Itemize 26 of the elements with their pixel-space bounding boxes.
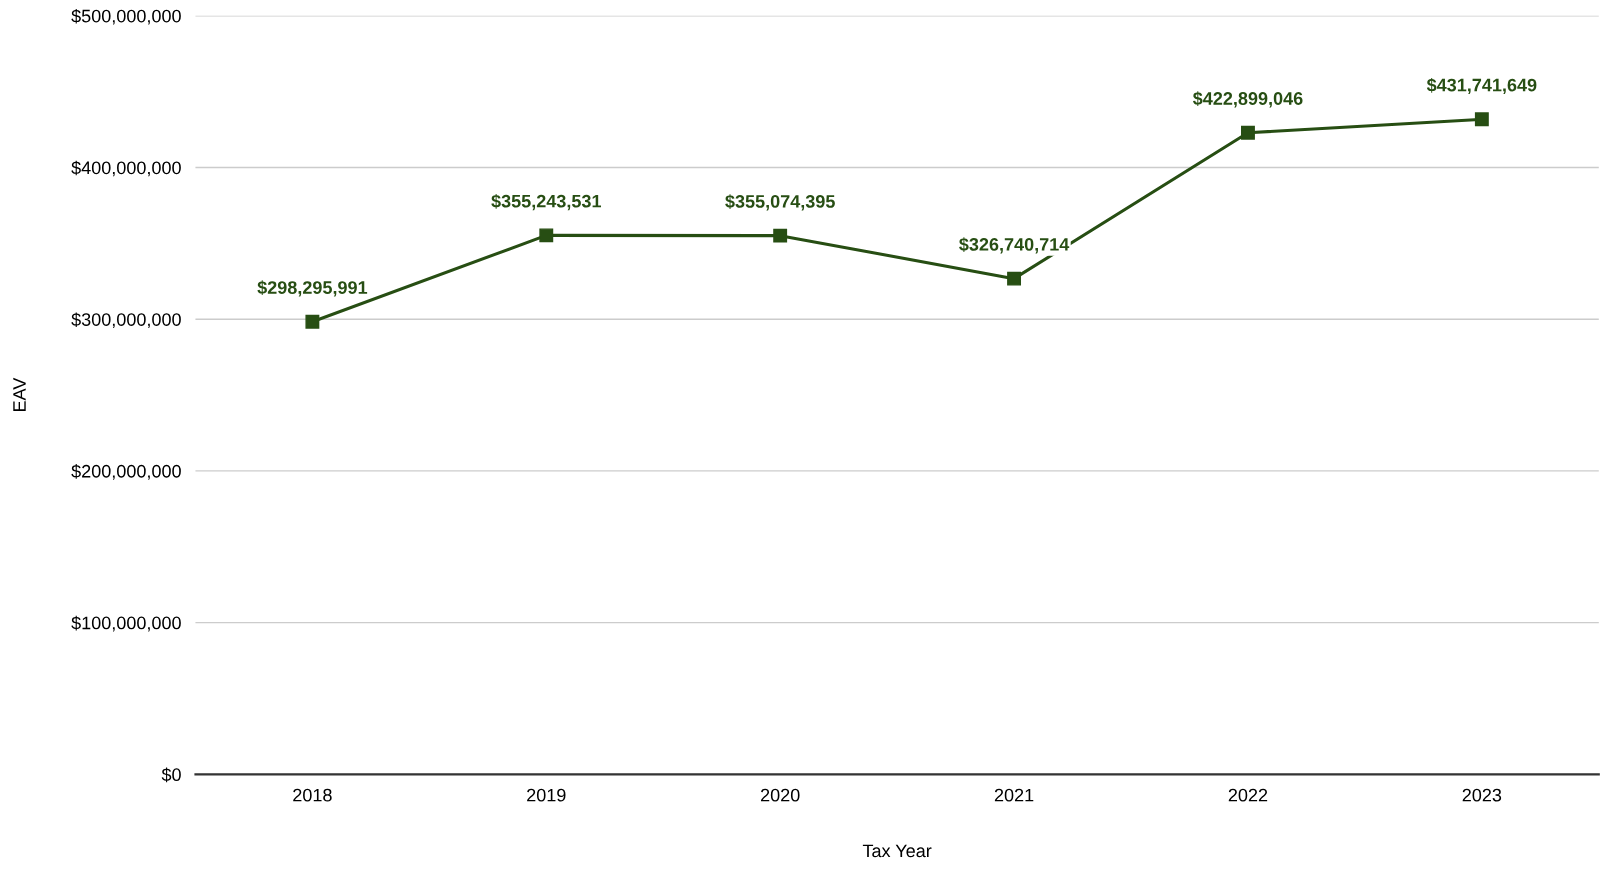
y-tick-label: $200,000,000 — [71, 464, 181, 480]
data-label: $326,740,714 — [959, 237, 1070, 254]
data-label: $422,899,046 — [1192, 91, 1303, 108]
data-label: $355,074,395 — [725, 194, 835, 211]
y-tick-label: $300,000,000 — [71, 312, 181, 329]
point — [305, 314, 320, 329]
x-tick-label: 2021 — [994, 788, 1034, 802]
point — [773, 228, 788, 243]
data-label: $298,295,991 — [257, 280, 368, 297]
x-tick-label: 2022 — [1228, 788, 1268, 802]
y-tick-label: $0 — [161, 767, 181, 783]
y-axis-title: EAV — [13, 377, 26, 411]
x-tick-label: 2020 — [761, 788, 800, 802]
y-tick-label: $100,000,000 — [71, 615, 181, 632]
y-tick-label: $400,000,000 — [71, 160, 181, 177]
data-label: $431,741,649 — [1426, 77, 1537, 95]
point — [1474, 112, 1489, 127]
y-tick-label: $500,000,000 — [71, 8, 181, 25]
point — [1007, 271, 1022, 286]
data-label: $355,243,531 — [491, 193, 602, 211]
point — [539, 228, 554, 243]
point — [1241, 125, 1255, 140]
x-axis-title: Tax Year — [862, 844, 932, 858]
x-tick-label: 2018 — [293, 788, 332, 802]
x-tick-label: 2019 — [527, 788, 566, 802]
x-tick-label: 2023 — [1462, 788, 1502, 802]
